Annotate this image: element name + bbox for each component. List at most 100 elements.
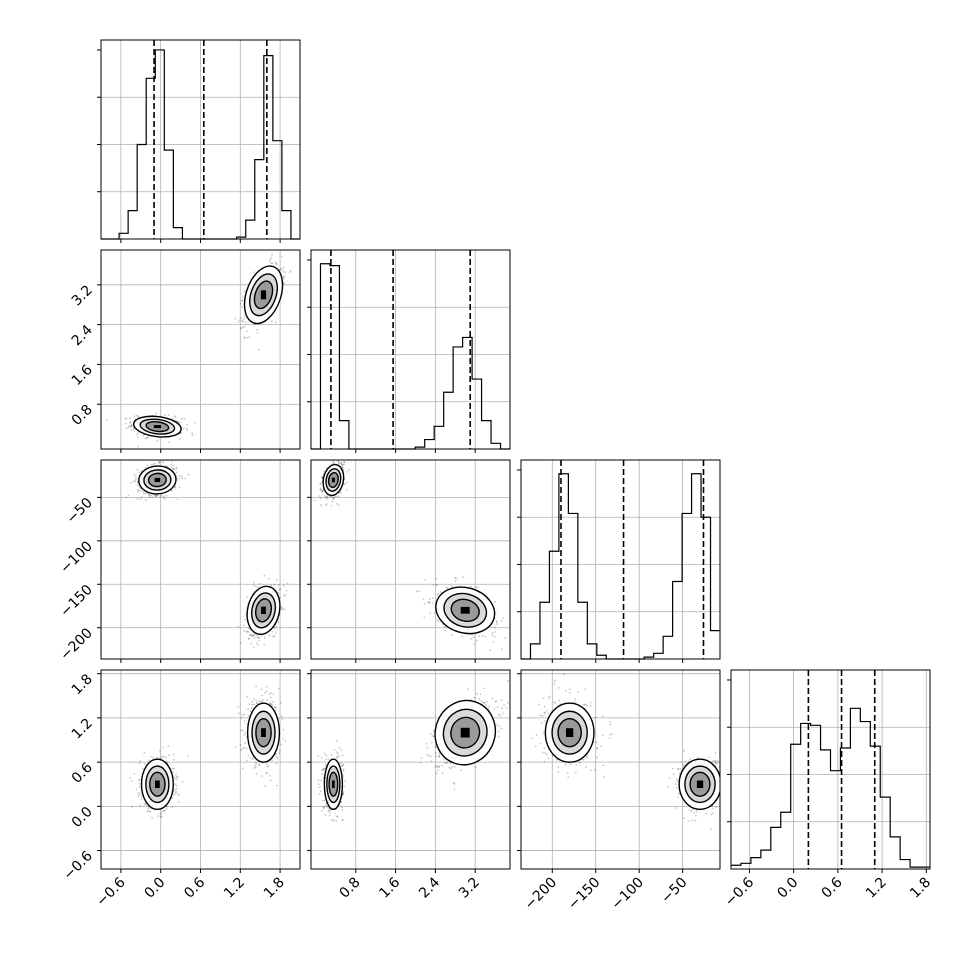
sample-point (266, 772, 268, 774)
sample-point (136, 415, 138, 417)
sample-point (240, 303, 242, 305)
sample-point (343, 775, 345, 777)
sample-point (137, 491, 139, 493)
sample-point (253, 704, 255, 706)
sample-point (146, 465, 148, 467)
sample-point (268, 578, 270, 580)
sample-point (251, 704, 253, 706)
density-peak (332, 478, 335, 483)
sample-point (270, 703, 272, 705)
sample-point (186, 427, 188, 429)
sample-point (344, 780, 346, 782)
sample-point (348, 469, 350, 471)
sample-point (253, 646, 255, 648)
sample-point (186, 429, 188, 431)
sample-point (476, 640, 478, 642)
sample-point (338, 504, 340, 506)
sample-point (256, 700, 258, 702)
sample-point (343, 461, 345, 463)
panel-1-1 (307, 250, 510, 453)
density-peak (261, 607, 266, 614)
sample-point (250, 710, 252, 712)
sample-point (177, 499, 179, 501)
sample-point (334, 496, 336, 498)
sample-point (131, 429, 133, 431)
sample-point (162, 461, 164, 463)
sample-point (276, 579, 278, 581)
sample-point (336, 751, 338, 753)
sample-point (258, 701, 260, 703)
sample-point (282, 738, 284, 740)
sample-point (284, 609, 286, 611)
sample-point (164, 498, 166, 500)
sample-point (164, 415, 166, 417)
sample-point (491, 634, 493, 636)
sample-point (341, 462, 343, 464)
sample-point (274, 706, 276, 708)
sample-point (125, 497, 127, 499)
panel-3-3 (727, 670, 930, 873)
sample-point (137, 469, 139, 471)
sample-point (343, 464, 345, 466)
sample-point (266, 763, 268, 765)
sample-point (249, 757, 251, 759)
sample-point (147, 808, 149, 810)
panel-2-0 (97, 459, 300, 663)
sample-point (429, 598, 431, 600)
sample-point (252, 758, 254, 760)
sample-point (244, 337, 246, 339)
sample-point (258, 349, 260, 351)
sample-point (185, 478, 187, 480)
sample-point (257, 644, 259, 646)
sample-point (271, 262, 273, 264)
sample-point (432, 602, 434, 604)
sample-point (176, 785, 178, 787)
sample-point (179, 438, 181, 440)
sample-point (502, 617, 504, 619)
sample-point (125, 423, 127, 425)
sample-point (172, 768, 174, 770)
sample-point (279, 750, 281, 752)
sample-point (234, 318, 236, 320)
sample-point (246, 747, 248, 749)
panel-2-2 (517, 460, 720, 663)
sample-point (319, 489, 321, 491)
sample-point (346, 489, 348, 491)
sample-point (166, 806, 168, 808)
sample-point (282, 718, 284, 720)
sample-point (266, 766, 268, 768)
sample-point (268, 635, 270, 637)
sample-point (271, 760, 273, 762)
sample-point (341, 749, 343, 751)
sample-point (282, 608, 284, 610)
sample-point (242, 714, 244, 716)
sample-point (436, 578, 438, 580)
sample-point (278, 688, 280, 690)
sample-point (138, 762, 140, 764)
sample-point (159, 750, 161, 752)
sample-point (475, 587, 477, 589)
sample-point (160, 812, 162, 814)
sample-point (284, 594, 286, 596)
sample-point (243, 747, 245, 749)
sample-point (280, 268, 282, 270)
sample-point (279, 588, 281, 590)
sample-point (240, 328, 242, 330)
sample-point (427, 602, 429, 604)
sample-point (174, 487, 176, 489)
sample-point (341, 807, 343, 809)
sample-point (248, 754, 250, 756)
sample-point (440, 591, 442, 593)
sample-point (245, 322, 247, 324)
sample-point (187, 755, 189, 757)
sample-point (250, 643, 252, 645)
sample-point (192, 434, 194, 436)
axes-frame (521, 460, 720, 659)
sample-point (435, 584, 437, 586)
sample-point (155, 413, 157, 415)
sample-point (346, 471, 348, 473)
sample-point (250, 635, 252, 637)
sample-point (172, 771, 174, 773)
sample-point (238, 322, 240, 324)
sample-point (246, 330, 248, 332)
